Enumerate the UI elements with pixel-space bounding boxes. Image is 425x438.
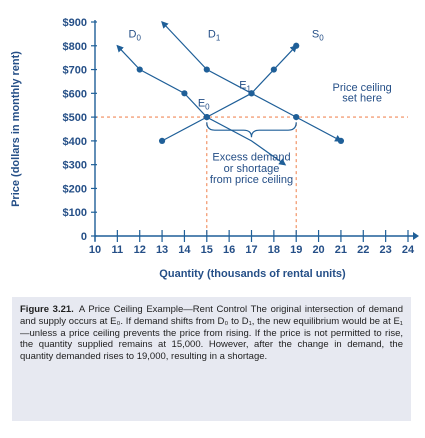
price-ceiling-label-line-2: set here bbox=[342, 93, 382, 105]
label-e1-subscript: 1 bbox=[247, 85, 252, 94]
x-tick-label-14: 24 bbox=[402, 244, 415, 256]
label-d1-subscript: 1 bbox=[216, 33, 221, 42]
figure-caption: Figure 3.21. A Price Ceiling Example—Ren… bbox=[12, 297, 411, 421]
x-tick-label-7: 17 bbox=[245, 244, 257, 256]
x-tick-label-4: 14 bbox=[178, 244, 191, 256]
y-tick-label-3: $300 bbox=[63, 160, 87, 172]
x-tick-label-3: 13 bbox=[156, 244, 168, 256]
label-e1-main: E bbox=[239, 80, 246, 92]
point-d1-0 bbox=[203, 66, 210, 73]
x-tick-label-11: 21 bbox=[335, 244, 347, 256]
x-tick-label-13: 23 bbox=[380, 244, 392, 256]
label-s0: S0 bbox=[312, 28, 324, 42]
x-tick-label-6: 16 bbox=[223, 244, 235, 256]
point-s0-1 bbox=[203, 114, 210, 121]
x-tick-label-0: 10 bbox=[89, 244, 101, 256]
label-d0: D0 bbox=[129, 28, 142, 42]
x-axis-arrow bbox=[413, 232, 419, 240]
x-tick-label-5: 15 bbox=[201, 244, 213, 256]
label-e0-subscript: 0 bbox=[205, 102, 210, 111]
shortage-label-line-3: from price ceiling bbox=[210, 174, 293, 186]
y-tick-label-9: $900 bbox=[63, 17, 87, 29]
x-tick-label-10: 20 bbox=[312, 244, 324, 256]
y-axis-label: Price (dollars in monthly rent) bbox=[10, 51, 22, 207]
y-tick-label-5: $500 bbox=[63, 112, 87, 124]
label-e0: E0 bbox=[198, 97, 210, 111]
price-ceiling-chart: 0 $100 $200 $300 $400 $500 $600 $700 $800 $900 10 1… bbox=[10, 17, 419, 280]
x-tick-label-2: 12 bbox=[134, 244, 146, 256]
label-d0-main: D bbox=[129, 28, 137, 40]
point-s0-2 bbox=[248, 90, 255, 97]
point-s0-4 bbox=[293, 42, 300, 49]
x-axis-label: Quantity (thousands of rental units) bbox=[159, 268, 346, 280]
point-d1-3 bbox=[337, 137, 345, 144]
y-tick-label-6: $600 bbox=[63, 88, 87, 100]
point-d0-1 bbox=[181, 90, 188, 97]
y-tick-label-7: $700 bbox=[63, 65, 87, 77]
shortage-label-line-1: Excess demand bbox=[212, 151, 290, 163]
label-d0-subscript: 0 bbox=[136, 33, 141, 42]
y-tick-label-2: $200 bbox=[63, 183, 87, 195]
shortage-label-line-2: or shortage bbox=[224, 163, 280, 175]
label-s0-main: S bbox=[312, 28, 319, 40]
label-s0-subscript: 0 bbox=[319, 33, 324, 42]
label-e0-main: E bbox=[198, 97, 205, 109]
x-tick-label-12: 22 bbox=[357, 244, 369, 256]
price-ceiling-label-line-1: Price ceiling bbox=[333, 82, 392, 94]
x-tick-label-9: 19 bbox=[290, 244, 302, 256]
y-tick-label-8: $800 bbox=[63, 41, 87, 53]
label-e1: E1 bbox=[239, 80, 251, 94]
y-tick-label-1: $100 bbox=[63, 207, 87, 219]
caption-label: Figure 3.21. bbox=[20, 304, 74, 315]
point-s0-3 bbox=[270, 66, 277, 73]
caption-text: A Price Ceiling Example—Rent Control The… bbox=[20, 304, 403, 363]
point-s0-0 bbox=[158, 137, 166, 144]
y-tick-label-0: 0 bbox=[81, 231, 87, 243]
point-d0-0 bbox=[136, 66, 143, 73]
x-tick-label-8: 18 bbox=[268, 244, 280, 256]
label-d1-main: D bbox=[208, 28, 216, 40]
label-d1: D1 bbox=[208, 28, 221, 42]
x-tick-label-1: 11 bbox=[112, 244, 124, 256]
point-d1-2 bbox=[293, 114, 300, 121]
y-tick-label-4: $400 bbox=[63, 136, 87, 148]
